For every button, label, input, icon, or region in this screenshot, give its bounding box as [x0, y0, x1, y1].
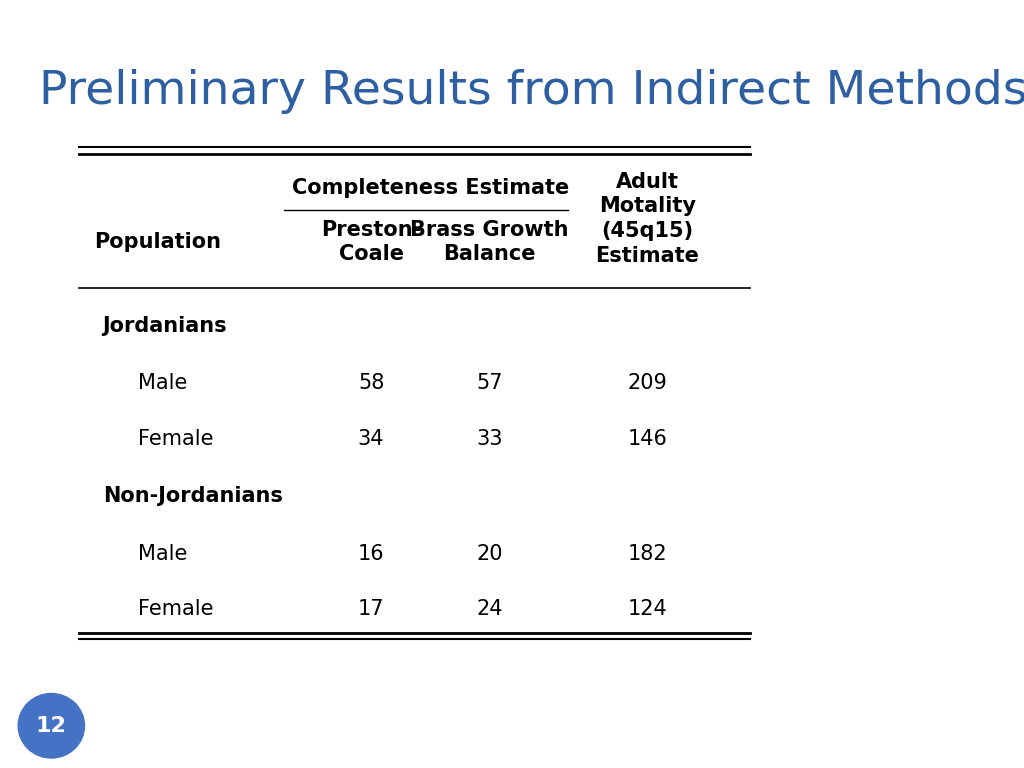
Text: 58: 58 — [358, 373, 384, 393]
Text: Brass Growth
Balance: Brass Growth Balance — [411, 220, 568, 264]
Text: 20: 20 — [476, 544, 503, 564]
Text: 33: 33 — [476, 429, 503, 449]
Text: Preliminary Results from Indirect Methods: Preliminary Results from Indirect Method… — [40, 69, 1024, 114]
Text: 16: 16 — [357, 544, 384, 564]
Text: 57: 57 — [476, 373, 503, 393]
Text: Completeness Estimate: Completeness Estimate — [292, 178, 569, 198]
Text: 146: 146 — [628, 429, 668, 449]
Text: 34: 34 — [357, 429, 384, 449]
Text: 182: 182 — [628, 544, 668, 564]
Text: Preston-
Coale: Preston- Coale — [321, 220, 421, 264]
Text: Female: Female — [138, 429, 214, 449]
Text: 17: 17 — [357, 599, 384, 619]
Text: Female: Female — [138, 599, 214, 619]
Text: 24: 24 — [476, 599, 503, 619]
Text: Jordanians: Jordanians — [102, 316, 227, 336]
Text: Non-Jordanians: Non-Jordanians — [102, 486, 283, 506]
Text: 12: 12 — [36, 716, 67, 736]
Text: 124: 124 — [628, 599, 668, 619]
Text: Male: Male — [138, 373, 187, 393]
Text: Adult
Motality
(45q15)
Estimate: Adult Motality (45q15) Estimate — [596, 172, 699, 266]
Text: 209: 209 — [628, 373, 668, 393]
Circle shape — [18, 694, 85, 758]
Text: Population: Population — [94, 232, 221, 252]
Text: Male: Male — [138, 544, 187, 564]
